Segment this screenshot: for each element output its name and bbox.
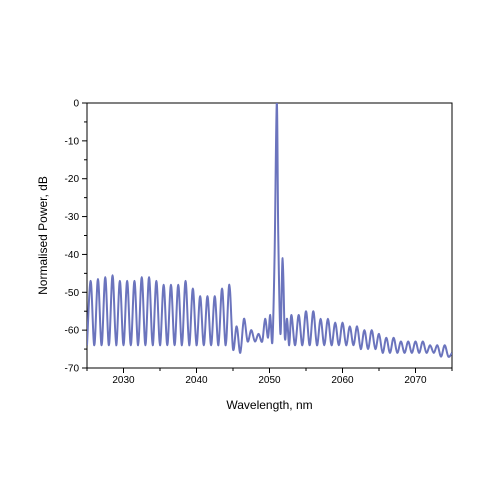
y-tick-label: -50 (65, 288, 80, 299)
series-line (87, 103, 452, 358)
y-tick-label: -20 (65, 174, 80, 185)
x-axis-tick-labels: 2030 2040 2050 2060 2070 (112, 375, 427, 386)
y-axis-label: Normalised Power, dB (36, 176, 50, 295)
y-tick-label: -30 (65, 212, 80, 223)
y-tick-label: -40 (65, 250, 80, 261)
y-tick-label: -10 (65, 136, 80, 147)
x-tick-label: 2050 (258, 375, 281, 386)
x-tick-label: 2070 (404, 375, 427, 386)
x-tick-label: 2040 (185, 375, 208, 386)
x-tick-label: 2060 (331, 375, 354, 386)
x-axis-label: Wavelength, nm (226, 398, 312, 412)
y-axis-ticks (82, 102, 87, 369)
x-tick-label: 2030 (112, 375, 135, 386)
y-tick-label: -60 (65, 326, 80, 337)
x-axis-ticks (86, 368, 453, 373)
y-axis-tick-labels: 0 -10 -20 -30 -40 -50 -60 -70 (65, 99, 80, 375)
y-tick-label: 0 (73, 99, 79, 110)
y-tick-label: -70 (65, 364, 80, 375)
